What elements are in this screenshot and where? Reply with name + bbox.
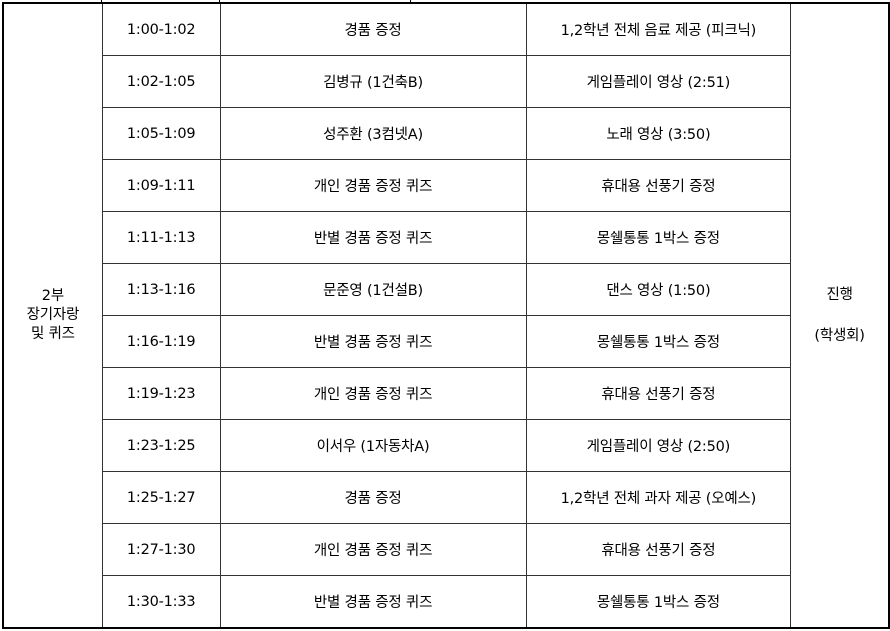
detail-cell: 몽쉘통통 1박스 증정	[525, 315, 792, 368]
time-cell: 1:00-1:02	[101, 2, 221, 56]
item-cell: 반별 경품 증정 퀴즈	[219, 211, 527, 264]
detail-cell: 노래 영상 (3:50)	[525, 107, 792, 160]
detail-cell: 게임플레이 영상 (2:50)	[525, 419, 792, 472]
table-row: 1:27-1:30 개인 경품 증정 퀴즈 휴대용 선풍기 증정	[3, 523, 889, 576]
section-label: 장기자랑	[26, 307, 80, 323]
host-label: 진행	[826, 287, 853, 303]
table-row: 1:19-1:23 개인 경품 증정 퀴즈 휴대용 선풍기 증정	[3, 367, 889, 420]
time-cell: 1:05-1:09	[101, 107, 221, 160]
host-label: (학생회)	[814, 328, 865, 344]
table-row: 1:16-1:19 반별 경품 증정 퀴즈 몽쉘통통 1박스 증정	[3, 315, 889, 368]
table-row: 1:11-1:13 반별 경품 증정 퀴즈 몽쉘통통 1박스 증정	[3, 211, 889, 264]
previous-table-edge	[0, 0, 890, 3]
time-cell: 1:02-1:05	[101, 55, 221, 108]
time-cell: 1:23-1:25	[101, 419, 221, 472]
time-cell: 1:19-1:23	[101, 367, 221, 420]
detail-cell: 몽쉘통통 1박스 증정	[525, 211, 792, 264]
detail-cell: 몽쉘통통 1박스 증정	[525, 575, 792, 629]
item-cell: 김병규 (1건축B)	[219, 55, 527, 108]
item-cell: 개인 경품 증정 퀴즈	[219, 159, 527, 212]
time-cell: 1:09-1:11	[101, 159, 221, 212]
table-row: 1:02-1:05 김병규 (1건축B) 게임플레이 영상 (2:51)	[3, 55, 889, 108]
detail-cell: 휴대용 선풍기 증정	[525, 159, 792, 212]
time-cell: 1:13-1:16	[101, 263, 221, 316]
detail-cell: 1,2학년 전체 과자 제공 (오예스)	[525, 471, 792, 524]
table-row: 1:25-1:27 경품 증정 1,2학년 전체 과자 제공 (오예스)	[3, 471, 889, 524]
time-cell: 1:16-1:19	[101, 315, 221, 368]
table-row: 1:09-1:11 개인 경품 증정 퀴즈 휴대용 선풍기 증정	[3, 159, 889, 212]
time-cell: 1:11-1:13	[101, 211, 221, 264]
section-label: 2부	[41, 288, 64, 304]
item-cell: 경품 증정	[219, 471, 527, 524]
detail-cell: 댄스 영상 (1:50)	[525, 263, 792, 316]
detail-cell: 게임플레이 영상 (2:51)	[525, 55, 792, 108]
detail-cell: 휴대용 선풍기 증정	[525, 367, 792, 420]
item-cell: 경품 증정	[219, 2, 527, 56]
item-cell: 성주환 (3컴넷A)	[219, 107, 527, 160]
table-row: 1:05-1:09 성주환 (3컴넷A) 노래 영상 (3:50)	[3, 107, 889, 160]
item-cell: 반별 경품 증정 퀴즈	[219, 315, 527, 368]
detail-cell: 휴대용 선풍기 증정	[525, 523, 792, 576]
item-cell: 개인 경품 증정 퀴즈	[219, 367, 527, 420]
time-cell: 1:25-1:27	[101, 471, 221, 524]
time-cell: 1:30-1:33	[101, 575, 221, 629]
table-row: 1:13-1:16 문준영 (1건설B) 댄스 영상 (1:50)	[3, 263, 889, 316]
item-cell: 개인 경품 증정 퀴즈	[219, 523, 527, 576]
item-cell: 이서우 (1자동차A)	[219, 419, 527, 472]
time-cell: 1:27-1:30	[101, 523, 221, 576]
section-cell: 2부 장기자랑 및 퀴즈	[2, 2, 103, 629]
section-label: 및 퀴즈	[30, 326, 75, 342]
item-cell: 반별 경품 증정 퀴즈	[219, 575, 527, 629]
table-row: 1:23-1:25 이서우 (1자동차A) 게임플레이 영상 (2:50)	[3, 419, 889, 472]
detail-cell: 1,2학년 전체 음료 제공 (피크닉)	[525, 2, 792, 56]
item-cell: 문준영 (1건설B)	[219, 263, 527, 316]
table-row: 1:30-1:33 반별 경품 증정 퀴즈 몽쉘통통 1박스 증정	[3, 575, 889, 629]
host-cell: 진행 (학생회)	[790, 2, 890, 629]
